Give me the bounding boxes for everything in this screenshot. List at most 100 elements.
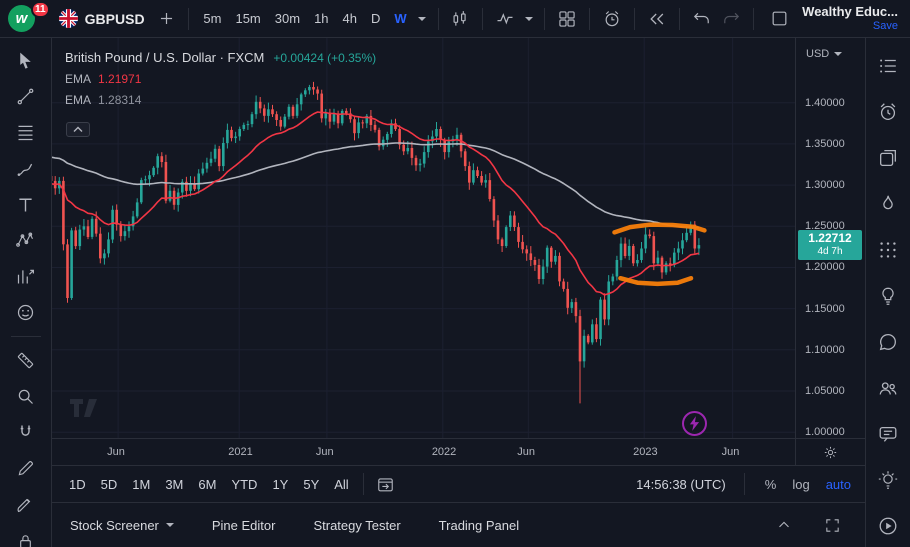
emoji-tool-button[interactable] [9,298,43,327]
chart-change: +0.00424 (+0.35%) [273,51,377,65]
time-axis-label: 2023 [633,446,658,458]
price-axis-label: 1.25000 [805,220,845,233]
range-5y-button[interactable]: 5Y [296,473,326,496]
quick-trade-button[interactable] [682,411,707,436]
emoji-icon [17,304,34,321]
range-1d-button[interactable]: 1D [62,473,93,496]
interval-1h-button[interactable]: 1h [308,7,334,30]
zoom-tool-button[interactable] [9,382,43,411]
tab-label: Strategy Tester [313,517,401,533]
layout-grid-button[interactable] [553,4,581,34]
axis-settings-corner [795,438,865,465]
watchlist-button[interactable] [874,52,902,79]
range-ytd-button[interactable]: YTD [224,473,264,496]
hotlists-button[interactable] [874,190,902,217]
measure-tool-button[interactable] [9,346,43,375]
currency-label: USD [806,48,830,60]
time-axis[interactable]: Jun 2021 Jun 2022 Jun 2023 Jun [52,438,795,465]
expand-panel-button[interactable] [769,510,799,540]
range-1m-button[interactable]: 1M [125,473,157,496]
interval-1d-button[interactable]: D [365,7,386,30]
indicator-row-ema-slow[interactable]: EMA 1.28314 [65,93,376,107]
ruler-icon [17,352,34,369]
timezone-clock[interactable]: 14:56:38 (UTC) [636,476,726,492]
help-button[interactable] [874,466,902,493]
last-price-label[interactable]: 1.22712 4d 7h [798,230,862,260]
tutorials-button[interactable] [874,512,902,539]
undo-button[interactable] [688,4,716,34]
fullscreen-button[interactable] [817,510,847,540]
edit-tool-button[interactable] [9,454,43,483]
interval-1w-button[interactable]: W [388,7,412,30]
speech-bubble-icon [879,426,897,442]
brush-tool-button[interactable] [9,154,43,183]
pattern-tool-button[interactable] [9,226,43,255]
tab-pine-editor[interactable]: Pine Editor [212,518,276,533]
range-5d-button[interactable]: 5D [94,473,125,496]
chevron-up-icon [779,521,789,528]
chat-button[interactable] [874,328,902,355]
interval-15m-button[interactable]: 15m [229,7,266,30]
fib-retracement-tool-button[interactable] [9,118,43,147]
range-6m-button[interactable]: 6M [191,473,223,496]
chart-plot-area[interactable]: British Pound / U.S. Dollar · FXCM +0.00… [52,38,795,438]
draw-tool-button[interactable] [9,490,43,519]
alert-button[interactable] [598,4,626,34]
layout-select-button[interactable] [764,4,794,34]
chart-style-button[interactable] [447,4,475,34]
ideas-button[interactable] [874,282,902,309]
divider [633,7,635,30]
interval-30m-button[interactable]: 30m [269,7,306,30]
forecast-tool-button[interactable] [9,262,43,291]
indicators-dropdown-button[interactable] [521,4,536,34]
cursor-tool-button[interactable] [9,46,43,75]
range-1y-button[interactable]: 1Y [265,473,295,496]
interval-4h-button[interactable]: 4h [337,7,363,30]
screener-button[interactable] [874,236,902,263]
price-axis[interactable]: USD 1.40000 1.35000 1.30000 1.25000 1.20000 1… [795,38,865,438]
trend-line-tool-button[interactable] [9,82,43,111]
indicators-button[interactable] [491,4,519,34]
fib-lines-icon [18,125,33,141]
pencil-icon [18,461,33,476]
divider [678,7,680,30]
go-to-date-button[interactable] [371,469,401,499]
drawing-toolbar [0,38,52,547]
range-all-button[interactable]: All [327,473,355,496]
magnet-tool-button[interactable] [9,418,43,447]
alerts-button[interactable] [874,98,902,125]
symbol-search-button[interactable]: GBPUSD [53,5,151,32]
undo-arrow-icon [693,12,709,24]
news-button[interactable] [874,144,902,171]
chevron-down-icon [418,16,427,21]
indicators-pulse-icon [497,12,513,25]
chart-settings-gear-button[interactable] [816,437,846,467]
text-tool-button[interactable] [9,190,43,219]
chevron-down-icon [165,523,174,527]
redo-button[interactable] [717,4,745,34]
currency-dropdown[interactable]: USD [806,48,843,60]
range-3m-button[interactable]: 3M [158,473,190,496]
tab-stock-screener[interactable]: Stock Screener [70,518,174,533]
add-symbol-button[interactable] [153,4,181,34]
chevron-down-icon [834,52,843,56]
interval-dropdown-button[interactable] [415,4,430,34]
indicator-row-ema-fast[interactable]: EMA 1.21971 [65,72,376,86]
gbpusd-flag-icon [58,9,78,28]
percent-scale-button[interactable]: % [764,476,777,492]
save-button[interactable]: Save [872,19,898,32]
lock-drawings-button[interactable] [9,527,43,547]
messages-button[interactable] [874,420,902,447]
auto-scale-button[interactable]: auto [825,476,851,492]
interval-5m-button[interactable]: 5m [197,7,227,30]
bar-replay-button[interactable] [643,4,671,34]
flame-icon [883,195,893,209]
time-axis-label: Jun [721,446,740,458]
log-scale-button[interactable]: log [792,476,810,492]
tab-trading-panel[interactable]: Trading Panel [439,518,519,533]
collapse-legend-button[interactable] [66,122,90,137]
community-button[interactable] [874,374,902,401]
layout-menu[interactable]: Wealthy Educ... Save [798,5,902,33]
tab-strategy-tester[interactable]: Strategy Tester [313,518,400,533]
home-logo-button[interactable]: w 11 [8,0,51,35]
